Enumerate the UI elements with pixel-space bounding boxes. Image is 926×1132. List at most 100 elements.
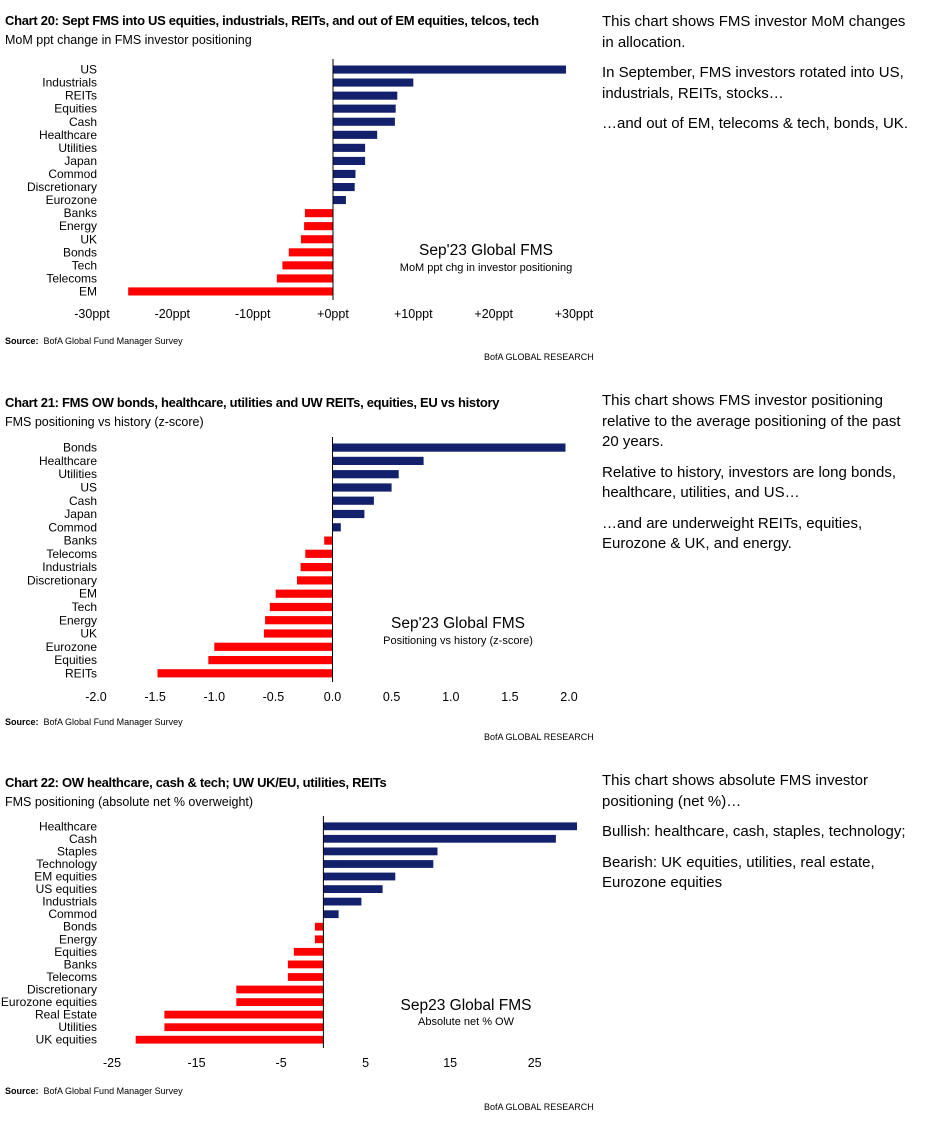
category-label: Telecoms xyxy=(46,547,97,561)
category-label: UK xyxy=(80,627,97,641)
category-label: US equities xyxy=(36,882,97,896)
description-paragraph: …and are underweight REITs, equities, Eu… xyxy=(602,514,863,553)
bar-telecoms xyxy=(305,549,333,558)
category-label: Banks xyxy=(64,206,97,220)
description-paragraph: …and out of EM, telecoms & tech, bonds, … xyxy=(602,115,908,132)
category-label: Eurozone xyxy=(46,640,98,654)
category-label: Bonds xyxy=(63,920,97,934)
chart-subtitle: MoM ppt change in FMS investor positioni… xyxy=(5,33,252,47)
brand-label: BofA GLOBAL RESEARCH xyxy=(484,1102,594,1112)
category-label: Eurozone xyxy=(46,193,98,207)
x-tick-label: 25 xyxy=(528,1056,542,1070)
category-label: Energy xyxy=(59,613,97,627)
bar-chart: BondsHealthcareUtilitiesUSCashJapanCommo… xyxy=(27,437,578,704)
x-tick-label: +20ppt xyxy=(474,307,513,321)
bar-cash xyxy=(323,834,556,843)
x-tick-label: 1.0 xyxy=(442,690,459,704)
x-tick-label: 15 xyxy=(443,1056,457,1070)
bar-energy xyxy=(314,935,324,944)
bar-banks xyxy=(287,960,324,969)
bar-healthcare xyxy=(323,822,577,831)
x-tick-label: 0.5 xyxy=(383,690,400,704)
chart-source: Source: BofA Global Fund Manager Survey xyxy=(5,336,183,346)
x-tick-label: +30ppt xyxy=(555,307,594,321)
category-label: Equities xyxy=(54,945,97,959)
category-label: Bonds xyxy=(63,441,97,455)
bar-commod xyxy=(333,169,356,178)
category-label: US xyxy=(80,63,97,77)
bar-telecoms xyxy=(287,973,324,981)
bar-us-equities xyxy=(323,885,383,893)
category-label: Cash xyxy=(69,832,97,846)
category-label: Tech xyxy=(72,600,97,614)
bar-eurozone xyxy=(214,642,333,651)
brand-label: BofA GLOBAL RESEARCH xyxy=(484,352,594,362)
category-label: Discretionary xyxy=(27,573,97,587)
bar-commod xyxy=(332,523,341,532)
bar-banks xyxy=(304,209,333,218)
annotation-subtitle: Absolute net % OW xyxy=(418,1016,515,1028)
bar-bonds xyxy=(288,248,333,257)
category-label: Tech xyxy=(72,258,97,272)
source-label: Source: xyxy=(5,1086,39,1096)
bar-em xyxy=(275,589,333,598)
x-tick-label: -1.5 xyxy=(144,690,166,704)
bar-tech xyxy=(269,602,333,612)
bar-healthcare xyxy=(332,456,424,465)
bar-us xyxy=(332,483,392,492)
description-paragraph: In September, FMS investors rotated into… xyxy=(602,64,904,102)
category-label: Japan xyxy=(64,154,97,168)
x-tick-label: -5 xyxy=(276,1056,287,1070)
x-tick-label: 5 xyxy=(362,1056,369,1070)
category-label: Technology xyxy=(36,857,97,871)
x-tick-label: -30ppt xyxy=(74,307,110,321)
category-label: Equities xyxy=(54,102,97,116)
bar-equities xyxy=(333,104,396,113)
category-label: Utilities xyxy=(58,141,97,155)
category-label: Energy xyxy=(59,932,97,946)
bar-industrials xyxy=(333,78,414,87)
description-paragraph: This chart shows absolute FMS investor p… xyxy=(602,772,868,810)
bar-discretionary xyxy=(333,183,355,192)
bar-cash xyxy=(333,117,395,126)
category-label: Cash xyxy=(69,494,97,508)
bar-real-estate xyxy=(164,1010,324,1019)
chart-description: This chart shows FMS investor positionin… xyxy=(602,391,920,565)
category-label: Utilities xyxy=(58,1020,97,1034)
bar-bonds xyxy=(332,443,566,452)
source-label: Source: xyxy=(5,717,39,727)
bar-discretionary xyxy=(297,576,333,585)
description-paragraph: Bullish: healthcare, cash, staples, tech… xyxy=(602,823,906,840)
chart-panel-21: Chart 21: FMS OW bonds, healthcare, util… xyxy=(0,382,926,752)
source-label: Source: xyxy=(5,336,39,346)
chart-title: Chart 20: Sept FMS into US equities, ind… xyxy=(5,13,539,28)
category-label: Energy xyxy=(59,219,97,233)
category-label: UK equities xyxy=(36,1033,97,1047)
x-tick-label: -10ppt xyxy=(235,307,271,321)
bar-energy xyxy=(304,222,333,231)
category-label: Real Estate xyxy=(35,1008,97,1022)
x-tick-label: +10ppt xyxy=(394,307,433,321)
bar-japan xyxy=(333,156,366,165)
description-paragraph: Bearish: UK equities, utilities, real es… xyxy=(602,853,875,892)
annotation-subtitle: MoM ppt chg in investor positioning xyxy=(400,262,572,274)
bar-us xyxy=(333,65,566,74)
bar-tech xyxy=(282,261,333,270)
bar-staples xyxy=(323,847,438,856)
chart-subtitle: FMS positioning vs history (z-score) xyxy=(5,415,204,429)
bar-japan xyxy=(332,509,365,519)
category-label: Commod xyxy=(48,907,97,921)
annotation-subtitle: Positioning vs history (z-score) xyxy=(383,635,533,647)
bar-eurozone-equities xyxy=(236,998,324,1006)
category-label: Commod xyxy=(48,167,97,181)
category-label: Banks xyxy=(64,534,97,548)
source-text: BofA Global Fund Manager Survey xyxy=(43,717,183,727)
bar-technology xyxy=(323,860,434,868)
x-tick-label: -0.5 xyxy=(263,690,285,704)
bar-reits xyxy=(157,669,333,678)
chart-description: This chart shows FMS investor MoM change… xyxy=(602,12,920,145)
x-tick-label: -15 xyxy=(187,1056,205,1070)
category-label: Eurozone equities xyxy=(1,995,97,1009)
category-label: Cash xyxy=(69,115,97,129)
